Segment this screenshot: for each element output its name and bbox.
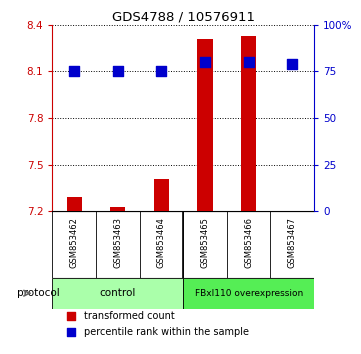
Text: percentile rank within the sample: percentile rank within the sample	[84, 327, 249, 337]
Bar	[66, 197, 82, 211]
Title: GDS4788 / 10576911: GDS4788 / 10576911	[112, 11, 255, 24]
Point	[115, 69, 121, 74]
Bar	[154, 179, 169, 211]
Bar	[52, 278, 183, 309]
Text: control: control	[100, 288, 136, 298]
Bar	[110, 207, 125, 211]
Text: GSM853463: GSM853463	[113, 217, 122, 268]
Text: GSM853465: GSM853465	[200, 217, 209, 268]
Text: FBxl110 overexpression: FBxl110 overexpression	[195, 289, 303, 298]
Point	[68, 313, 74, 318]
Point	[202, 59, 208, 65]
Text: GSM853464: GSM853464	[157, 217, 166, 268]
Text: transformed count: transformed count	[84, 310, 174, 321]
Text: GSM853467: GSM853467	[288, 217, 297, 268]
Point	[246, 59, 252, 65]
Text: GSM853466: GSM853466	[244, 217, 253, 268]
Bar	[183, 278, 314, 309]
Point	[71, 69, 77, 74]
Text: GSM853462: GSM853462	[70, 217, 79, 268]
Point	[68, 329, 74, 335]
Text: protocol: protocol	[17, 288, 60, 298]
Bar	[197, 39, 213, 211]
Point	[158, 69, 164, 74]
Point	[290, 61, 295, 67]
Bar	[241, 36, 256, 211]
